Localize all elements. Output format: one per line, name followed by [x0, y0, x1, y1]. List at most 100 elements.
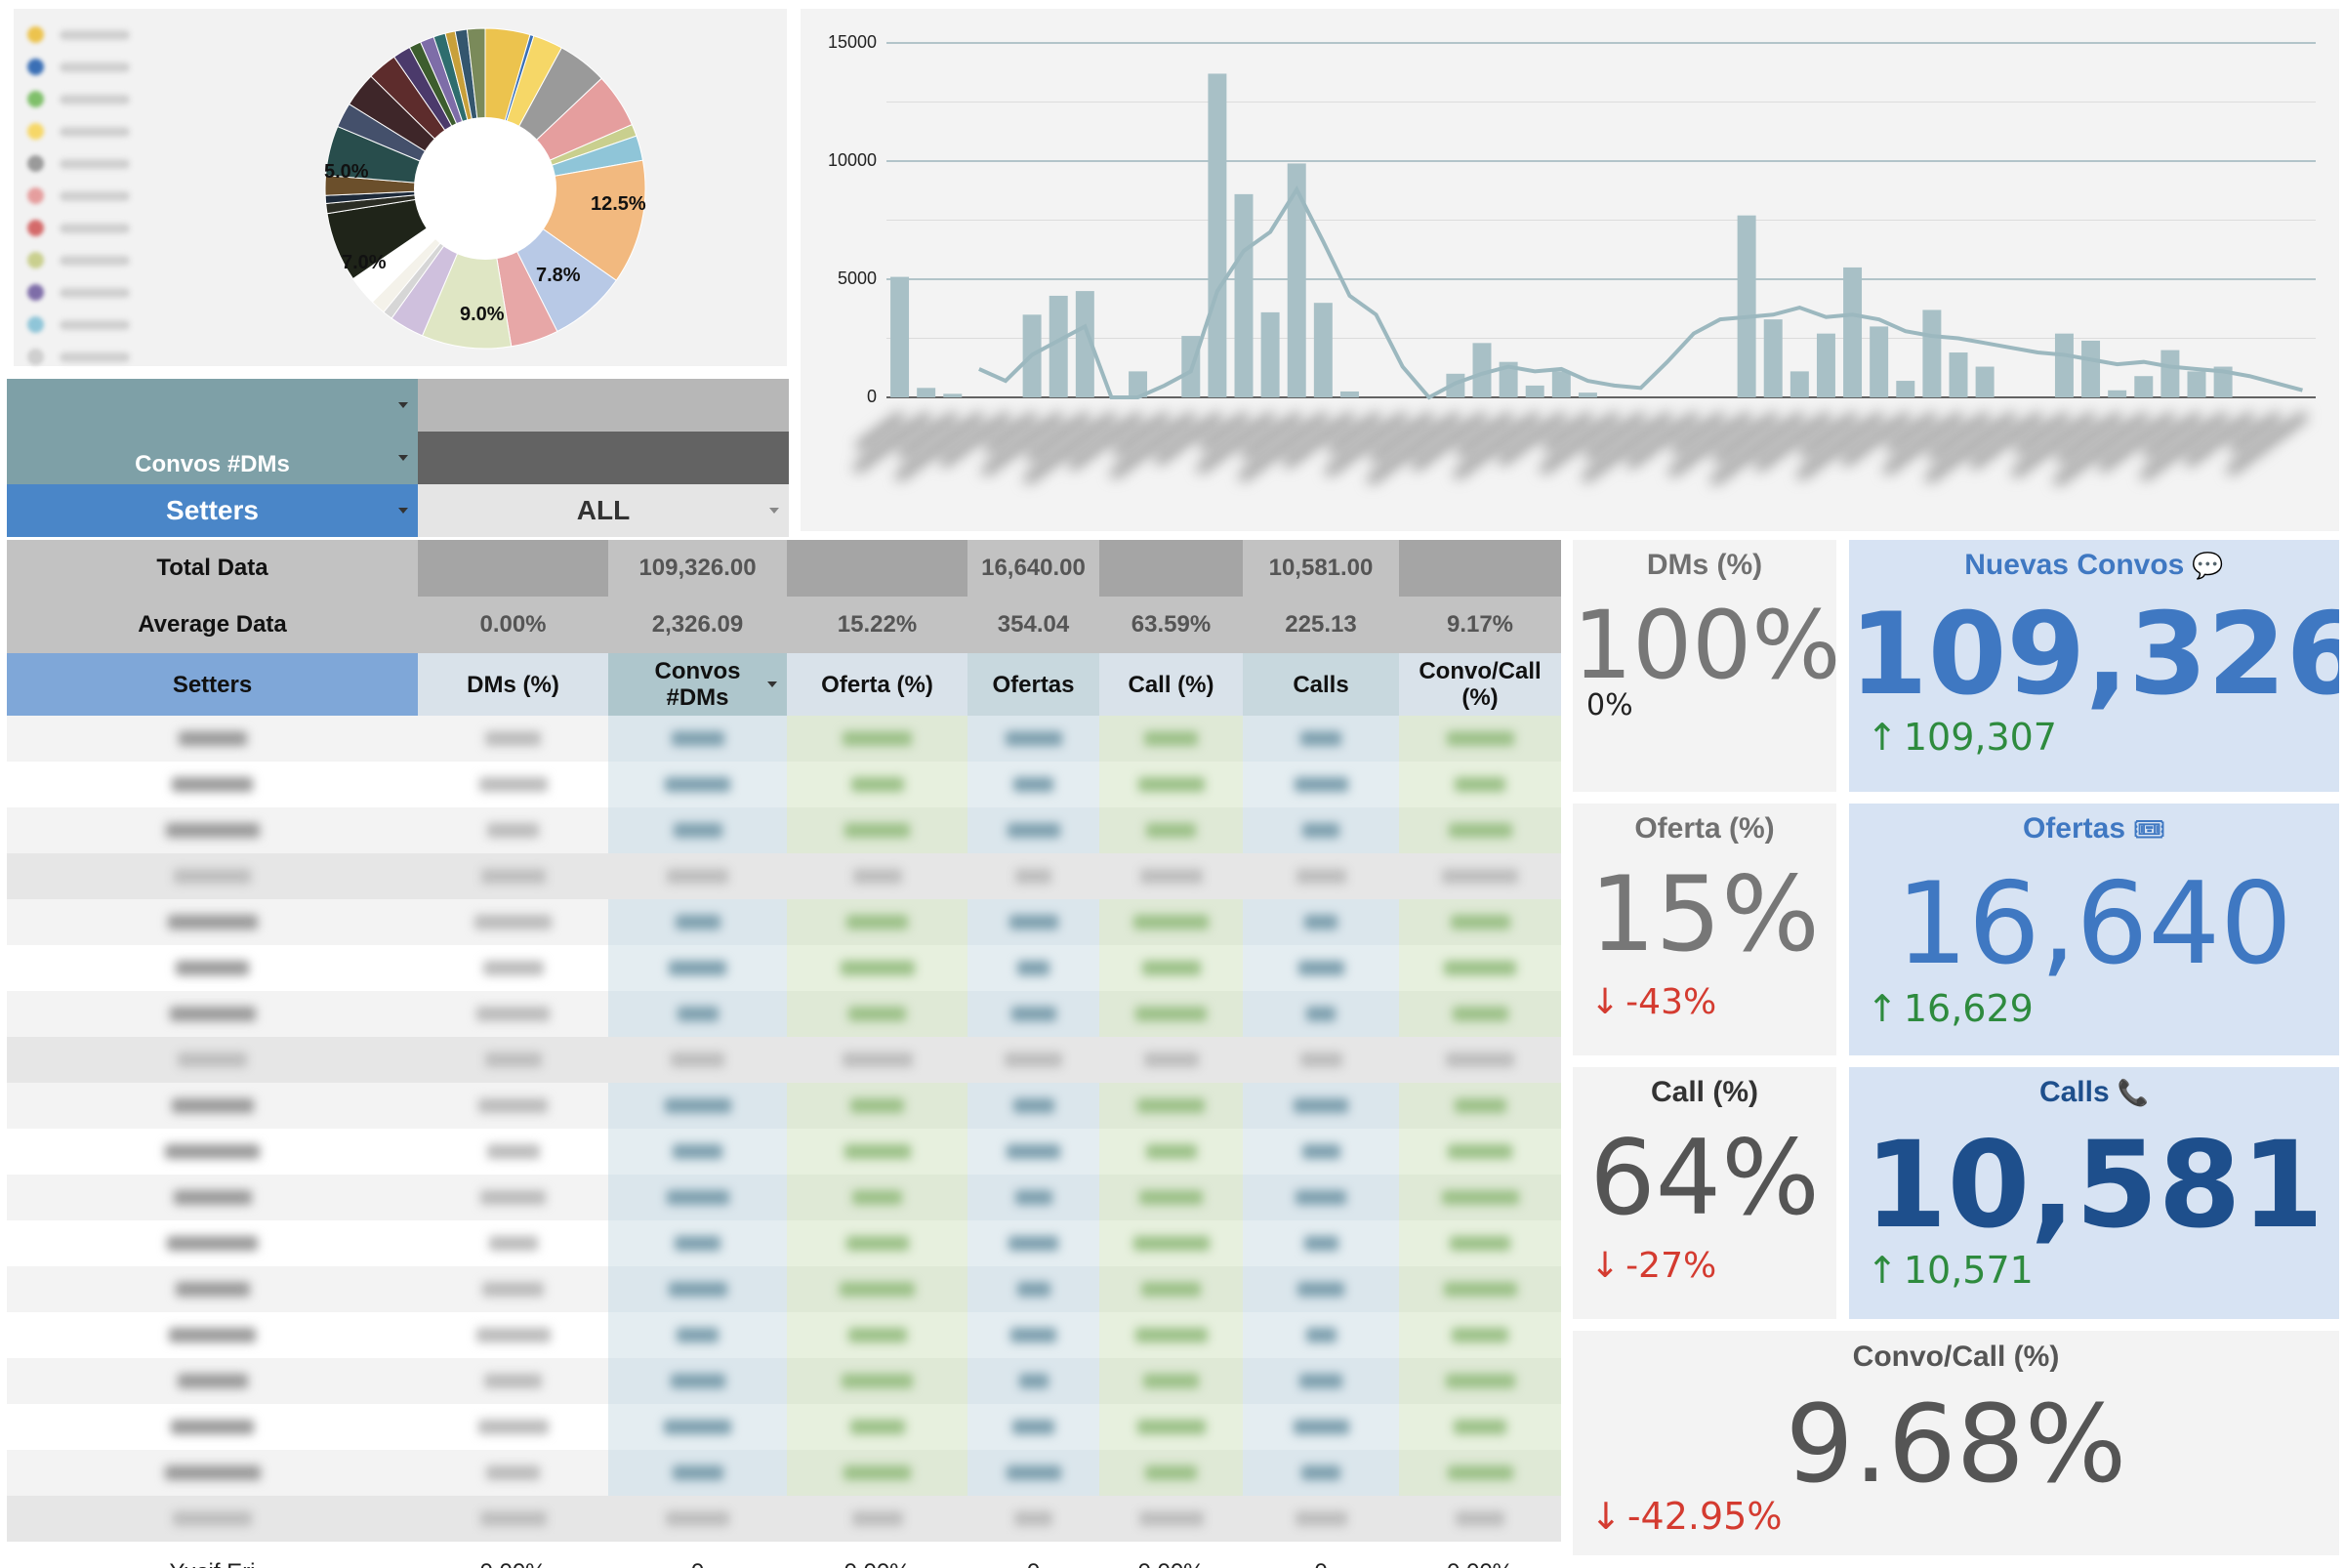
table-row[interactable] [7, 1220, 1561, 1266]
table-row[interactable] [7, 1129, 1561, 1175]
bar[interactable] [1949, 352, 1968, 397]
bar[interactable] [1075, 291, 1094, 397]
bar[interactable] [2160, 350, 2180, 397]
table-row[interactable] [7, 945, 1561, 991]
col-header-convo-call-pct[interactable]: Convo/Call (%) [1399, 653, 1561, 716]
col-header-setters[interactable]: Setters [7, 653, 418, 716]
legend-item[interactable] [27, 51, 193, 83]
table-row[interactable] [7, 762, 1561, 807]
table-row[interactable] [7, 1037, 1561, 1083]
bar[interactable] [1790, 371, 1809, 397]
legend-item[interactable] [27, 147, 193, 180]
col-header-ofertas[interactable]: Ofertas [967, 653, 1099, 716]
bar[interactable] [1551, 371, 1571, 397]
col-header-dms-pct[interactable]: DMs (%) [418, 653, 608, 716]
redacted-text [1141, 961, 1201, 975]
redacted-text [165, 1144, 260, 1159]
table-row[interactable] [7, 716, 1561, 762]
bar[interactable] [1896, 381, 1915, 397]
table-cell-blurred [787, 1450, 967, 1496]
col-header-calls[interactable]: Calls [1243, 653, 1399, 716]
legend-item[interactable] [27, 212, 193, 244]
bar[interactable] [2081, 340, 2101, 397]
convos-dms-dropdown[interactable]: Convos #DMs [7, 432, 418, 484]
bar[interactable] [2134, 376, 2154, 397]
redacted-text [851, 1511, 903, 1526]
bar[interactable] [1737, 215, 1756, 397]
x-tick-label-blurred [1970, 412, 2042, 470]
bar[interactable] [1234, 193, 1254, 397]
bar[interactable] [1208, 73, 1227, 398]
bar[interactable] [1287, 163, 1306, 397]
legend-item[interactable] [27, 180, 193, 212]
table-cell-blurred [608, 1404, 787, 1450]
x-tick-label-blurred [1710, 412, 1804, 485]
col-header-convos-dms[interactable]: Convos #DMs [608, 653, 787, 716]
x-tick-label-blurred [1670, 412, 1725, 455]
bar[interactable] [1816, 333, 1835, 397]
legend-item[interactable] [27, 19, 193, 51]
bar[interactable] [1499, 361, 1518, 397]
table-row[interactable] [7, 1450, 1561, 1496]
top-filter-empty[interactable] [7, 379, 418, 432]
x-tick-label-blurred [1712, 412, 1778, 464]
table-row[interactable] [7, 991, 1561, 1037]
pie-label-4: 7.0% [342, 252, 387, 273]
table-row[interactable] [7, 853, 1561, 899]
table-cell-blurred [787, 1404, 967, 1450]
redacted-text [1010, 1328, 1056, 1342]
bar[interactable] [1472, 343, 1492, 397]
redacted-text [1143, 1052, 1199, 1067]
ticket-icon: 🎟 [2133, 814, 2166, 844]
table-row[interactable] [7, 1083, 1561, 1129]
bar[interactable] [1339, 391, 1359, 397]
bar[interactable] [1763, 319, 1783, 397]
bar[interactable] [1260, 311, 1280, 397]
bar[interactable] [917, 388, 936, 397]
table-row[interactable] [7, 899, 1561, 945]
x-tick-label-blurred [1543, 412, 1592, 452]
table-row[interactable] [7, 1404, 1561, 1450]
legend-item[interactable] [27, 83, 193, 115]
setters-dropdown[interactable]: Setters [7, 484, 418, 537]
bar[interactable] [1313, 303, 1333, 397]
bar[interactable] [1922, 309, 1942, 397]
bar[interactable] [1843, 267, 1863, 397]
chevron-down-icon [398, 402, 408, 408]
bar[interactable] [1129, 371, 1148, 397]
table-cell-blurred [608, 853, 787, 899]
bar[interactable] [1049, 295, 1068, 397]
legend-item[interactable] [27, 341, 193, 373]
table-row[interactable] [7, 1266, 1561, 1312]
bar[interactable] [2187, 371, 2206, 397]
table-header: Setters DMs (%) Convos #DMs Oferta (%) O… [7, 653, 1561, 716]
table-cell-blurred [1399, 762, 1561, 807]
table-row[interactable] [7, 807, 1561, 853]
table-row[interactable] [7, 1312, 1561, 1358]
legend-item[interactable] [27, 276, 193, 309]
bar[interactable] [1870, 326, 1889, 397]
setters-value-dropdown[interactable]: ALL [418, 484, 789, 537]
bar[interactable] [943, 393, 963, 397]
scorecard-title: Calls 📞 [1849, 1076, 2339, 1109]
bar[interactable] [2213, 366, 2233, 397]
avg-ofertas: 354.04 [997, 611, 1070, 638]
bar[interactable] [1525, 385, 1544, 397]
bar[interactable] [2054, 333, 2074, 397]
bar[interactable] [1975, 366, 1995, 397]
bar[interactable] [1578, 392, 1597, 397]
table-row[interactable] [7, 1358, 1561, 1404]
bar[interactable] [890, 276, 910, 397]
top-filter-empty-value [418, 379, 789, 432]
redacted-text [842, 1052, 913, 1067]
bar[interactable] [2108, 390, 2127, 397]
legend-item[interactable] [27, 309, 193, 341]
average-label: Average Data [138, 611, 287, 638]
legend-item[interactable] [27, 115, 193, 147]
table-cell-blurred [1099, 807, 1243, 853]
col-header-oferta-pct[interactable]: Oferta (%) [787, 653, 967, 716]
table-row[interactable] [7, 1496, 1561, 1542]
col-header-call-pct[interactable]: Call (%) [1099, 653, 1243, 716]
table-row[interactable] [7, 1175, 1561, 1220]
legend-item[interactable] [27, 244, 193, 276]
